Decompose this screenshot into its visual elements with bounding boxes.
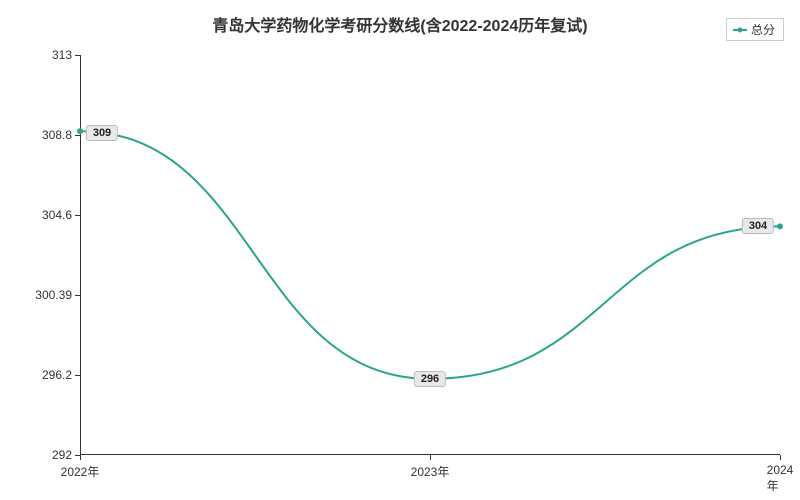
legend: 总分 — [726, 18, 784, 41]
y-tick-label: 304.6 — [32, 208, 72, 222]
x-tick-label: 2023年 — [411, 463, 450, 480]
y-tick-mark — [75, 55, 80, 56]
line-chart: 青岛大学药物化学考研分数线(含2022-2024历年复试) 总分 292296.… — [0, 0, 800, 500]
y-tick-mark — [75, 375, 80, 376]
x-tick-label: 2024年 — [767, 463, 794, 494]
y-tick-mark — [75, 215, 80, 216]
data-marker — [777, 223, 783, 229]
x-tick-mark — [80, 455, 81, 460]
y-tick-mark — [75, 295, 80, 296]
x-tick-mark — [780, 455, 781, 460]
y-tick-label: 292 — [32, 448, 72, 462]
x-tick-label: 2022年 — [61, 463, 100, 480]
y-tick-label: 308.8 — [32, 128, 72, 142]
legend-swatch — [733, 29, 747, 31]
y-tick-label: 296.2 — [32, 368, 72, 382]
y-tick-label: 313 — [32, 48, 72, 62]
legend-label: 总分 — [751, 21, 775, 38]
data-marker — [77, 128, 83, 134]
x-tick-mark — [430, 455, 431, 460]
y-tick-mark — [75, 135, 80, 136]
data-label: 304 — [742, 218, 774, 234]
data-label: 309 — [86, 125, 118, 141]
y-tick-label: 300.39 — [32, 288, 72, 302]
data-label: 296 — [414, 371, 446, 387]
